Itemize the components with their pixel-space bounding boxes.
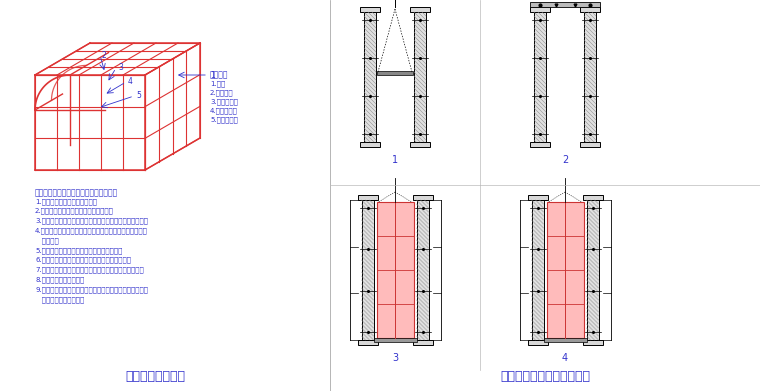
Text: 1.现场标注设置模玉孔开状态；: 1.现场标注设置模玉孔开状态； [35,198,97,204]
Text: 电梯井移动操作平台示意图: 电梯井移动操作平台示意图 [500,371,590,384]
Text: 入筒模；: 入筒模； [35,237,59,244]
Text: 4: 4 [128,77,133,86]
Text: 4.方钢龙骨管: 4.方钢龙骨管 [210,107,238,114]
Text: 3.方钢龙骨管: 3.方钢龙骨管 [210,98,238,105]
Bar [534,12,546,142]
Bar [527,195,547,200]
Text: 3: 3 [392,353,398,363]
Bar [546,202,584,338]
Bar [527,340,547,345]
Bar [416,200,429,340]
Bar [373,338,416,342]
Text: 电梯井筒模示意图: 电梯井筒模示意图 [125,371,185,384]
Text: 4: 4 [562,353,568,363]
Bar [543,338,587,342]
Bar [357,195,378,200]
Text: 3.通过预埋孔孔路泊是电梯井操作平台，调干高度及水平；: 3.通过预埋孔孔路泊是电梯井操作平台，调干高度及水平； [35,218,148,224]
Text: 5.螺木底分模: 5.螺木底分模 [210,116,238,123]
Bar [410,142,430,147]
Bar [357,340,378,345]
Bar [364,12,376,142]
Bar [414,12,426,142]
Text: 1: 1 [392,155,398,165]
Bar [413,195,432,200]
Bar [530,2,600,7]
Text: 2: 2 [562,155,568,165]
Bar [582,195,603,200]
Text: 1: 1 [210,70,215,79]
Bar [584,12,596,142]
Bar [582,340,603,345]
Bar [530,7,550,12]
Text: 2: 2 [102,50,106,59]
Text: 3: 3 [118,63,123,72]
Text: 7.角模吊离角筒，涂理筒模，剥脱模剂，准备再次吊装；: 7.角模吊离角筒，涂理筒模，剥脱模剂，准备再次吊装； [35,267,144,273]
Text: 2.收混筒模四角，剥脱模剂，准备吊装；: 2.收混筒模四角，剥脱模剂，准备吊装； [35,208,114,214]
Bar [360,7,380,12]
Bar [362,200,373,340]
Bar [580,7,600,12]
Bar [531,200,543,340]
Bar [360,142,380,147]
Bar [410,7,430,12]
Text: 4.钻孔墙体钢筋，支模板，插入穿墙螺栓，预留预埋孔，移: 4.钻孔墙体钢筋，支模板，插入穿墙螺栓，预留预埋孔，移 [35,228,148,234]
Text: 1.面板: 1.面板 [210,80,225,87]
Text: 5: 5 [136,91,141,100]
Text: 8.起移电梯井操密平台；: 8.起移电梯井操密平台； [35,276,84,283]
Text: 9.电梯井操作平台支撑自动弹入顶营孔，调节平台高度及水: 9.电梯井操作平台支撑自动弹入顶营孔，调节平台高度及水 [35,286,148,293]
Bar [413,340,432,345]
Text: 电梯井操作平台及筒模配套使用工艺步骤: 电梯井操作平台及筒模配套使用工艺步骤 [35,188,119,197]
Bar [580,142,600,147]
Bar [376,202,413,338]
Bar [587,200,599,340]
Bar [530,142,550,147]
Bar [377,70,413,75]
Text: 图示说明: 图示说明 [210,70,229,79]
Text: 平，进入下一届施工。: 平，进入下一届施工。 [35,296,84,303]
Text: 5.先开筒模四角，上紧穿墙螺栓，浇洗墙体；: 5.先开筒模四角，上紧穿墙螺栓，浇洗墙体； [35,247,122,254]
Text: 6.拆除墙部，收拿筒模四角，使筒模脱离砼墙体；: 6.拆除墙部，收拿筒模四角，使筒模脱离砼墙体； [35,257,131,264]
Text: 2.三角铁规: 2.三角铁规 [210,89,233,96]
